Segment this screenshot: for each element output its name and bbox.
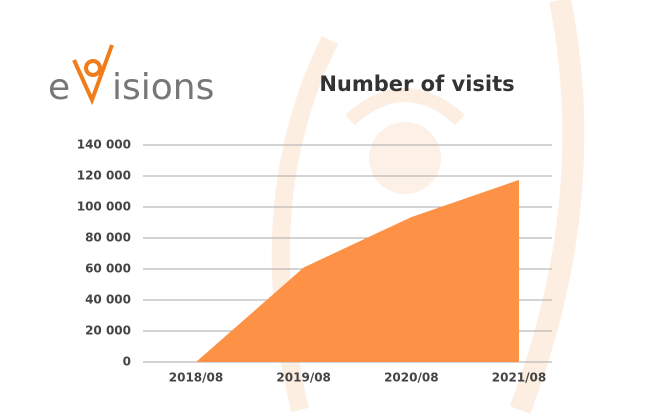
y-tick-label: 40 000 [85, 293, 131, 307]
area [196, 179, 519, 362]
x-tick-label: 2018/08 [169, 371, 223, 385]
x-tick-label: 2021/08 [492, 371, 546, 385]
logo-dot [84, 59, 102, 77]
x-tick-label: 2020/08 [384, 371, 438, 385]
y-tick-label: 100 000 [77, 200, 131, 214]
y-tick-label: 80 000 [85, 231, 131, 245]
logo-text: isions [112, 67, 214, 108]
logo-v [72, 44, 114, 106]
y-tick-label: 0 [123, 355, 131, 369]
y-tick-label: 120 000 [77, 169, 131, 183]
logo-text: e [48, 67, 70, 108]
y-tick-label: 20 000 [85, 324, 131, 338]
y-tick-label: 60 000 [85, 262, 131, 276]
logo: e isions [48, 44, 214, 108]
chart-title: Number of visits [319, 72, 514, 96]
x-tick-label: 2019/08 [276, 371, 330, 385]
y-tick-label: 140 000 [77, 138, 131, 152]
